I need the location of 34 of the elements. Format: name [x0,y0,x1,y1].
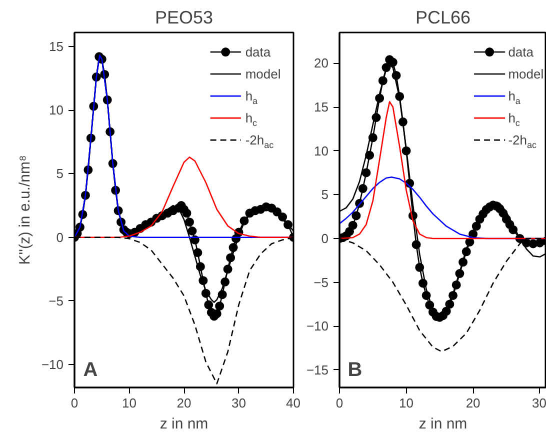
y-tick-label: 10 [49,102,64,118]
legend-label: data [508,44,534,60]
y-tick-label: −15 [306,362,329,378]
x-tick-label: 30 [232,396,246,410]
x-tick-label: 20 [176,396,192,410]
x-axis-title: z in nm [418,416,468,432]
x-axis-title: z in nm [160,416,208,432]
x-tick-label: 10 [122,396,136,410]
x-tick-label: 0 [336,396,344,410]
y-tick-label: 5 [56,166,64,182]
y-tick-label: 0 [56,230,64,245]
legend-label: model [245,66,281,82]
x-tick-label: 40 [286,396,301,410]
y-axis-title: K''(z) in e.u./nm⁸ [16,155,34,265]
chart-title: PEO53 [154,8,214,28]
y-tick-label: −10 [306,318,329,334]
y-tick-label: 15 [314,100,329,115]
y-tick-label: 0 [321,230,329,246]
y-tick-label: 20 [314,56,329,71]
chart-title: PCL66 [415,8,471,28]
legend-label: model [508,66,544,82]
x-tick-label: 0 [70,396,78,410]
x-tick-label: 30 [532,396,546,410]
x-tick-label: 20 [466,396,480,410]
y-tick-label: −10 [41,357,64,372]
y-tick-label: −5 [314,274,329,290]
y-tick-label: 10 [314,143,329,158]
annotation: A [83,358,98,381]
y-tick-label: 15 [49,38,64,54]
y-tick-label: 5 [321,187,329,202]
legend-label: data [245,44,272,60]
y-tick-label: −5 [48,293,64,308]
x-tick-label: 10 [399,396,414,410]
annotation: B [348,358,362,381]
